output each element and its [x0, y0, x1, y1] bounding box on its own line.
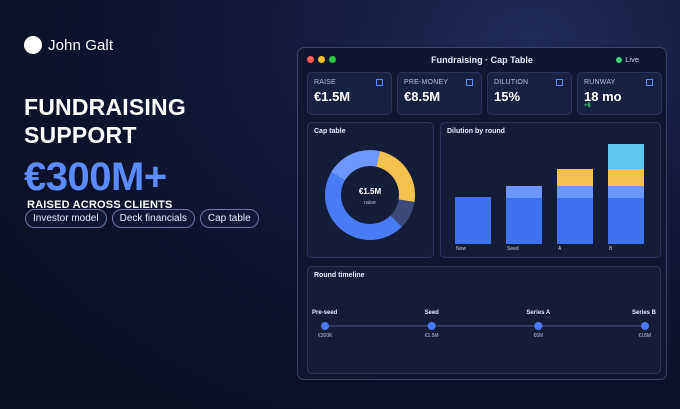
kpi-value: €1.5M — [314, 89, 351, 104]
kpi-label: DILUTION — [494, 79, 529, 86]
timeline-node[interactable] — [641, 322, 649, 330]
bar-b-1[interactable] — [608, 186, 644, 198]
dilution-panel: Dilution by round Now Seed A B — [440, 122, 661, 258]
hero-tags: Investor model Deck financials Cap table — [25, 209, 259, 228]
timeline-round-amount: €18M — [638, 333, 651, 339]
timeline-round-label: Series A — [526, 310, 550, 316]
timeline-round-amount: €6M — [533, 333, 543, 339]
checkbox-icon[interactable] — [466, 79, 473, 86]
bar-category-label: A — [558, 246, 562, 252]
timeline-round-label: Seed — [424, 310, 439, 316]
donut-hole — [341, 166, 399, 224]
logo-mark — [24, 36, 42, 54]
hero-amount: €300M+ — [24, 155, 167, 199]
kpi-value: €8.5M — [404, 89, 441, 104]
kpi-delta: +6 — [584, 103, 591, 109]
kpi-value: 18 mo — [584, 89, 622, 104]
live-status: Live — [616, 55, 639, 64]
timeline-node[interactable] — [534, 322, 543, 330]
checkbox-icon[interactable] — [376, 79, 383, 86]
bar-a-0[interactable] — [557, 198, 593, 244]
dashboard-window: Fundraising · Cap Table Live RAISE €1.5M… — [297, 47, 667, 380]
timeline-round-label: Pre-seed — [312, 310, 338, 316]
kpi-card-runway[interactable]: RUNWAY 18 mo +6 — [577, 72, 662, 115]
hero-title: FUNDRAISING SUPPORT — [24, 94, 186, 148]
timeline-round-label: Series B — [632, 310, 657, 316]
cap-table-donut: €1.5M raise — [325, 150, 415, 240]
bar-b-2[interactable] — [608, 169, 644, 186]
tag-investor-model: Investor model — [25, 209, 107, 228]
close-window-button[interactable] — [307, 56, 314, 63]
bar-a-2[interactable] — [557, 169, 593, 186]
kpi-label: RUNWAY — [584, 79, 616, 86]
timeline-node[interactable] — [427, 322, 436, 330]
bar-b-3[interactable] — [608, 144, 644, 169]
timeline-track: Pre-seed €300K Seed €1.5M Series A €6M Series … — [312, 310, 657, 339]
bar-category-label: Seed — [507, 246, 519, 252]
maximize-window-button[interactable] — [329, 56, 336, 63]
donut-center-label: raise — [364, 200, 376, 206]
bar-seed-1[interactable] — [506, 186, 542, 198]
bar-category-label: Now — [456, 246, 466, 252]
kpi-card-dilution[interactable]: DILUTION 15% — [487, 72, 572, 115]
kpi-value: 15% — [494, 89, 521, 104]
minimize-window-button[interactable] — [318, 56, 325, 63]
brand-name: John Galt — [48, 36, 114, 54]
round-timeline-panel: Round timeline Pre-seed €300K Seed €1.5M Ser… — [307, 266, 661, 374]
checkbox-icon[interactable] — [556, 79, 563, 86]
live-status-label: Live — [625, 55, 639, 64]
panel-title: Round timeline — [314, 272, 365, 279]
tag-deck-financials: Deck financials — [111, 209, 195, 228]
window-controls — [307, 56, 336, 63]
donut-center-value: €1.5M — [359, 187, 382, 196]
kpi-label: RAISE — [314, 79, 337, 86]
bar-now-0[interactable] — [455, 197, 491, 244]
bar-seed-0[interactable] — [506, 198, 542, 244]
bar-b-0[interactable] — [608, 198, 644, 244]
timeline-round-amount: €300K — [318, 333, 333, 339]
kpi-row: RAISE €1.5M PRE-MONEY €8.5M DILUTION 15%… — [307, 72, 662, 115]
hero-subtitle: RAISED ACROSS CLIENTS — [27, 199, 173, 211]
timeline-round-amount: €1.5M — [425, 333, 439, 339]
kpi-card-pre-money[interactable]: PRE-MONEY €8.5M — [397, 72, 482, 115]
panel-title: Dilution by round — [447, 128, 505, 135]
brand-logo: John Galt — [24, 36, 113, 54]
live-dot-icon — [616, 56, 623, 63]
bar-a-1[interactable] — [557, 186, 593, 198]
cap-table-panel: Cap table €1.5M raise — [307, 122, 434, 258]
tag-cap-table: Cap table — [199, 209, 259, 228]
kpi-label: PRE-MONEY — [404, 79, 449, 86]
kpi-card-raise[interactable]: RAISE €1.5M — [307, 72, 392, 115]
window-title: Fundraising · Cap Table — [431, 55, 533, 65]
timeline-node[interactable] — [321, 322, 329, 330]
checkbox-icon[interactable] — [646, 79, 653, 86]
panel-title: Cap table — [314, 128, 346, 135]
window-titlebar: Fundraising · Cap Table Live — [298, 48, 666, 72]
dilution-chart: Now Seed A B — [455, 144, 644, 252]
bar-category-label: B — [609, 246, 613, 252]
